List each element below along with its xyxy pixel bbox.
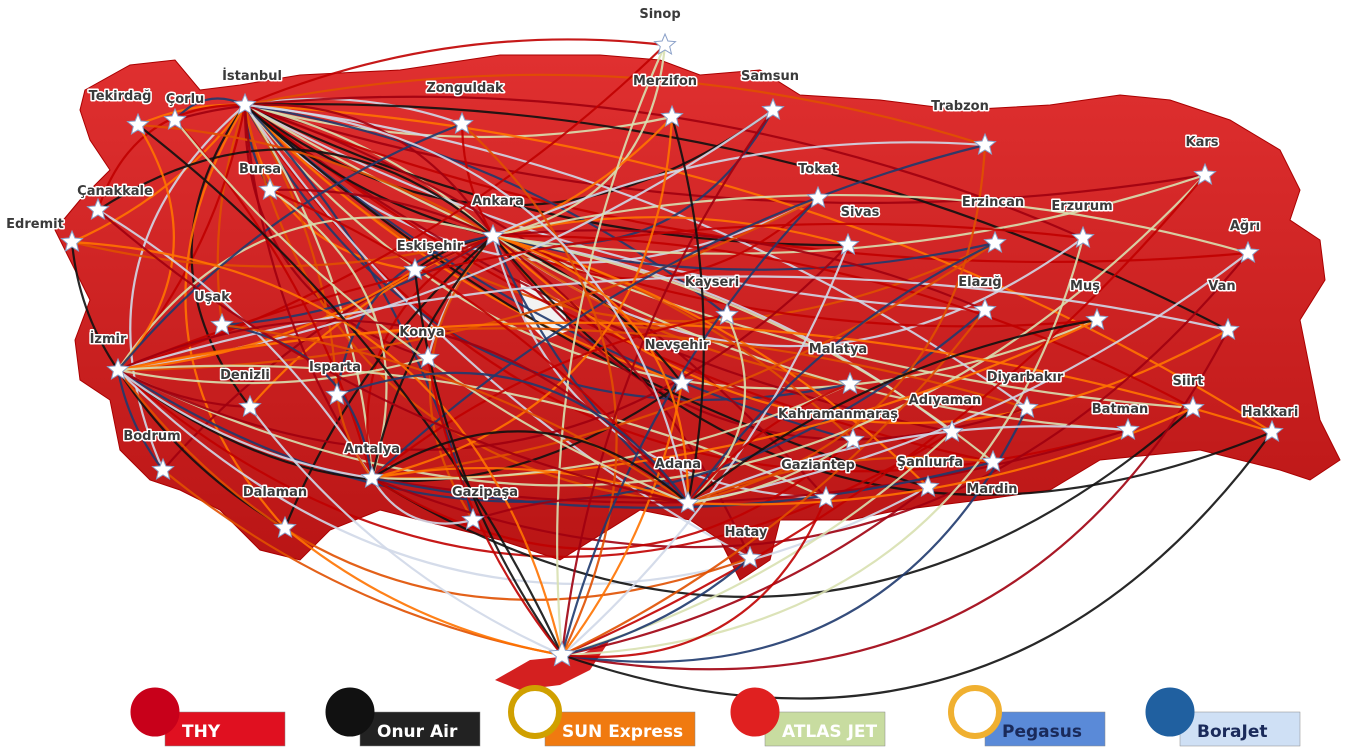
- city-label: Sinop: [639, 7, 680, 22]
- city-label: Gaziantep: [781, 458, 855, 473]
- city-label: Merzifon: [633, 74, 697, 89]
- airline-logo: [131, 688, 179, 736]
- city-label: Adana: [655, 457, 701, 472]
- city-label: Bursa: [239, 162, 281, 177]
- city-label: Dalaman: [243, 485, 307, 500]
- city-label: Erzurum: [1051, 199, 1112, 214]
- city-label: Muş: [1070, 279, 1100, 294]
- city-label: Diyarbakır: [987, 370, 1064, 385]
- city-label: Sivas: [841, 205, 880, 220]
- city-label: Denizli: [220, 368, 270, 383]
- city-label: Isparta: [309, 360, 361, 375]
- city-label: Mardin: [966, 482, 1017, 497]
- city-label: Çorlu: [166, 92, 205, 107]
- city-label: Çanakkale: [77, 184, 153, 199]
- city-label: Adıyaman: [909, 393, 982, 408]
- city-label: Ağrı: [1230, 219, 1260, 234]
- city-label: Tekirdağ: [89, 89, 152, 104]
- city-label: Malatya: [809, 342, 867, 357]
- city-label: Kars: [1186, 135, 1219, 150]
- airline-label: SUN Express: [562, 722, 683, 742]
- city-label: Antalya: [344, 442, 400, 457]
- city-label: Samsun: [741, 69, 799, 84]
- city-label: Gazipaşa: [452, 485, 518, 500]
- airline-label: BoraJet: [1197, 722, 1267, 742]
- city-label: Van: [1208, 279, 1235, 294]
- legend: THY Onur Air SUN Express ATLAS JET Pegasus Bo…: [131, 688, 1300, 746]
- airline-label: THY: [182, 722, 221, 742]
- city-label: Kayseri: [685, 275, 739, 290]
- city-label: Batman: [1092, 402, 1148, 417]
- city-label: Kahramanmaraş: [778, 407, 898, 422]
- city-label: Elazığ: [958, 275, 1001, 290]
- airline-logo: [326, 688, 374, 736]
- city-label: Uşak: [194, 290, 230, 305]
- city-label: Edremit: [6, 217, 64, 232]
- city-label: Tokat: [798, 162, 838, 177]
- city-label: Bodrum: [123, 429, 180, 444]
- city-label: Eskişehir: [397, 239, 464, 254]
- airline-logo: [731, 688, 779, 736]
- airline-label: Pegasus: [1002, 722, 1082, 742]
- city-label: Konya: [399, 325, 444, 340]
- city-label: Hakkari: [1242, 405, 1299, 420]
- city-label: Siirt: [1173, 374, 1204, 389]
- airline-logo: [511, 688, 559, 736]
- city-label: İstanbul: [222, 68, 282, 84]
- city-label: Erzincan: [962, 195, 1024, 210]
- route-map: Sinop İstanbul Tekirdağ Çorlu Zonguldak Merzi…: [0, 0, 1351, 751]
- airline-label: Onur Air: [377, 722, 458, 742]
- city-label: Trabzon: [931, 99, 989, 114]
- airline-label: ATLAS JET: [782, 722, 878, 742]
- city-label: Şanlıurfa: [897, 455, 963, 470]
- airline-logo: [951, 688, 999, 736]
- city-label: İzmir: [90, 331, 127, 347]
- city-label: Ankara: [472, 194, 524, 209]
- city-label: Zonguldak: [426, 81, 504, 96]
- airline-logo: [1146, 688, 1194, 736]
- city-label: Hatay: [725, 525, 768, 540]
- city-label: Nevşehir: [645, 338, 710, 353]
